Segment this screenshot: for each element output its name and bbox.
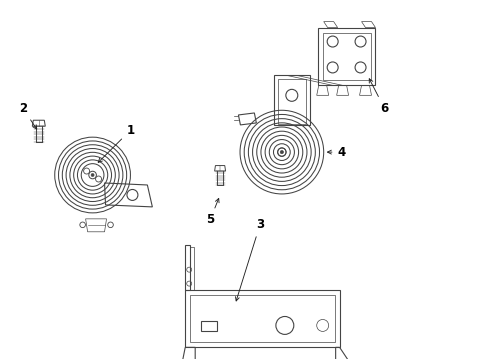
Bar	[185, 289, 340, 347]
Bar	[318, 28, 375, 85]
Bar	[201, 321, 217, 332]
Circle shape	[91, 174, 94, 176]
Circle shape	[280, 150, 284, 154]
Text: 6: 6	[369, 79, 389, 115]
Bar	[190, 294, 335, 342]
Text: 2: 2	[19, 102, 37, 129]
Bar	[323, 32, 370, 80]
Text: 1: 1	[98, 124, 135, 162]
Text: 4: 4	[327, 145, 346, 159]
Text: 5: 5	[206, 198, 219, 226]
Text: 3: 3	[236, 218, 264, 301]
